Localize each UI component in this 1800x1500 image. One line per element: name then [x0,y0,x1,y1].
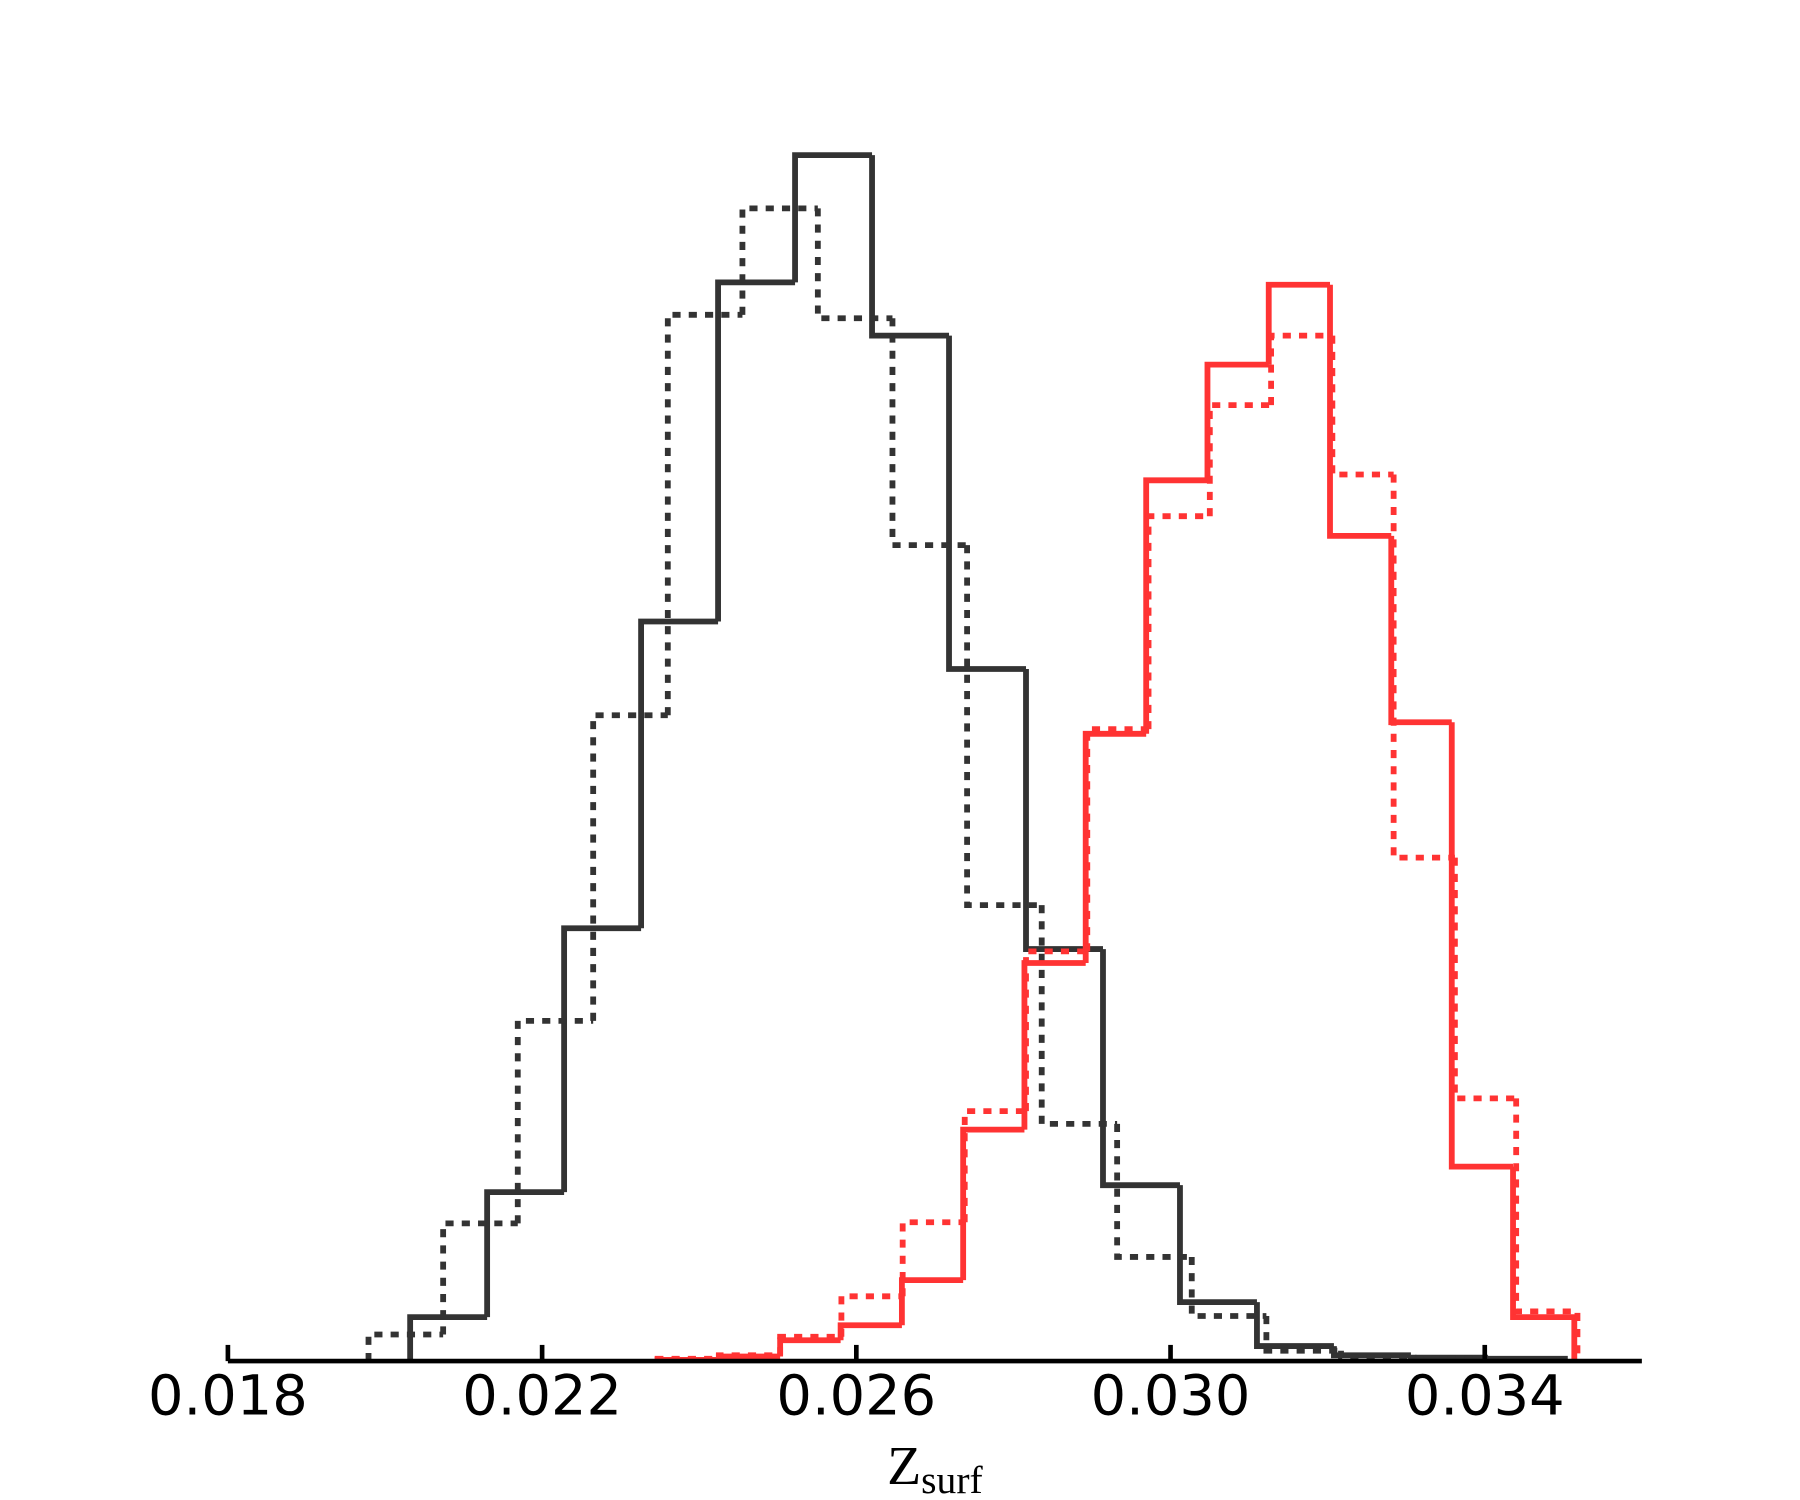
histogram-bin [1329,335,1394,478]
histogram-bin [1082,730,1147,963]
histogram-bin [1204,361,1269,481]
histogram-bin [407,1314,488,1362]
histogram-bin [484,1189,565,1318]
histogram-bin [1084,726,1149,952]
histogram-bin [1254,1302,1334,1349]
histogram-bin [964,545,1042,908]
x-tick-label: 0.034 [1405,1363,1565,1428]
histogram-bin [1448,722,1514,1170]
histogram-bin [777,1333,842,1356]
histogram-bin [961,1108,1027,1223]
histogram-bin [1263,1315,1341,1354]
histogram-bin [440,1220,518,1335]
histogram-bin [514,1017,594,1224]
histogram-bin [899,1219,965,1297]
histogram-bin [1177,1185,1257,1305]
histogram-bin [638,618,719,929]
histogram-bin [960,1126,1025,1281]
histogram-bin [715,279,796,622]
x-axis-label: Zsurf [887,1435,983,1500]
histogram-bin [561,925,642,1193]
histogram-bin [1145,513,1210,730]
histogram-bin [1338,1350,1417,1361]
histogram-bin [590,712,668,1021]
histogram-bin [1188,1256,1267,1319]
x-axis-label-main: Z [887,1435,921,1497]
histogram-bin [739,205,818,315]
histogram-bin [1452,857,1517,1102]
histogram-bin [1021,960,1086,1130]
histogram-bin [664,311,743,716]
histogram-bin [889,318,968,549]
histogram-bin [1331,1346,1411,1359]
histogram-bin [1388,535,1452,726]
histogram-bin [1023,948,1088,1112]
x-tick-label: 0.030 [1091,1363,1251,1428]
histogram-bin [1265,281,1330,365]
histogram-bin [777,1337,841,1357]
histogram-bin [837,1322,902,1341]
x-tick-label: 0.026 [776,1363,936,1428]
histogram-bin [792,152,873,283]
histogram-bin [1510,1166,1578,1362]
histogram-bin [1327,284,1392,539]
histogram-bin [365,1331,444,1362]
histogram-bin [1206,402,1272,517]
histogram-bin [715,1352,781,1359]
histogram-bin [1100,949,1180,1189]
x-axis-label-sub: surf [921,1458,983,1500]
histogram-bin [1408,1354,1488,1361]
histogram-bin [946,335,1027,672]
histogram-bin [1023,668,1103,952]
x-tick-label: 0.022 [462,1363,622,1428]
histogram-bin [1390,474,1455,861]
histogram-bin [838,1293,903,1337]
histogram-bin [1143,477,1208,734]
histogram-bin [898,1277,964,1326]
histogram-bin [1268,332,1333,406]
histogram-bin [869,155,950,339]
histogram-bin [1513,1098,1581,1362]
histogram-bin [1114,1123,1192,1260]
histogram-bin [814,208,893,322]
x-tick-label: 0.018 [148,1363,308,1428]
